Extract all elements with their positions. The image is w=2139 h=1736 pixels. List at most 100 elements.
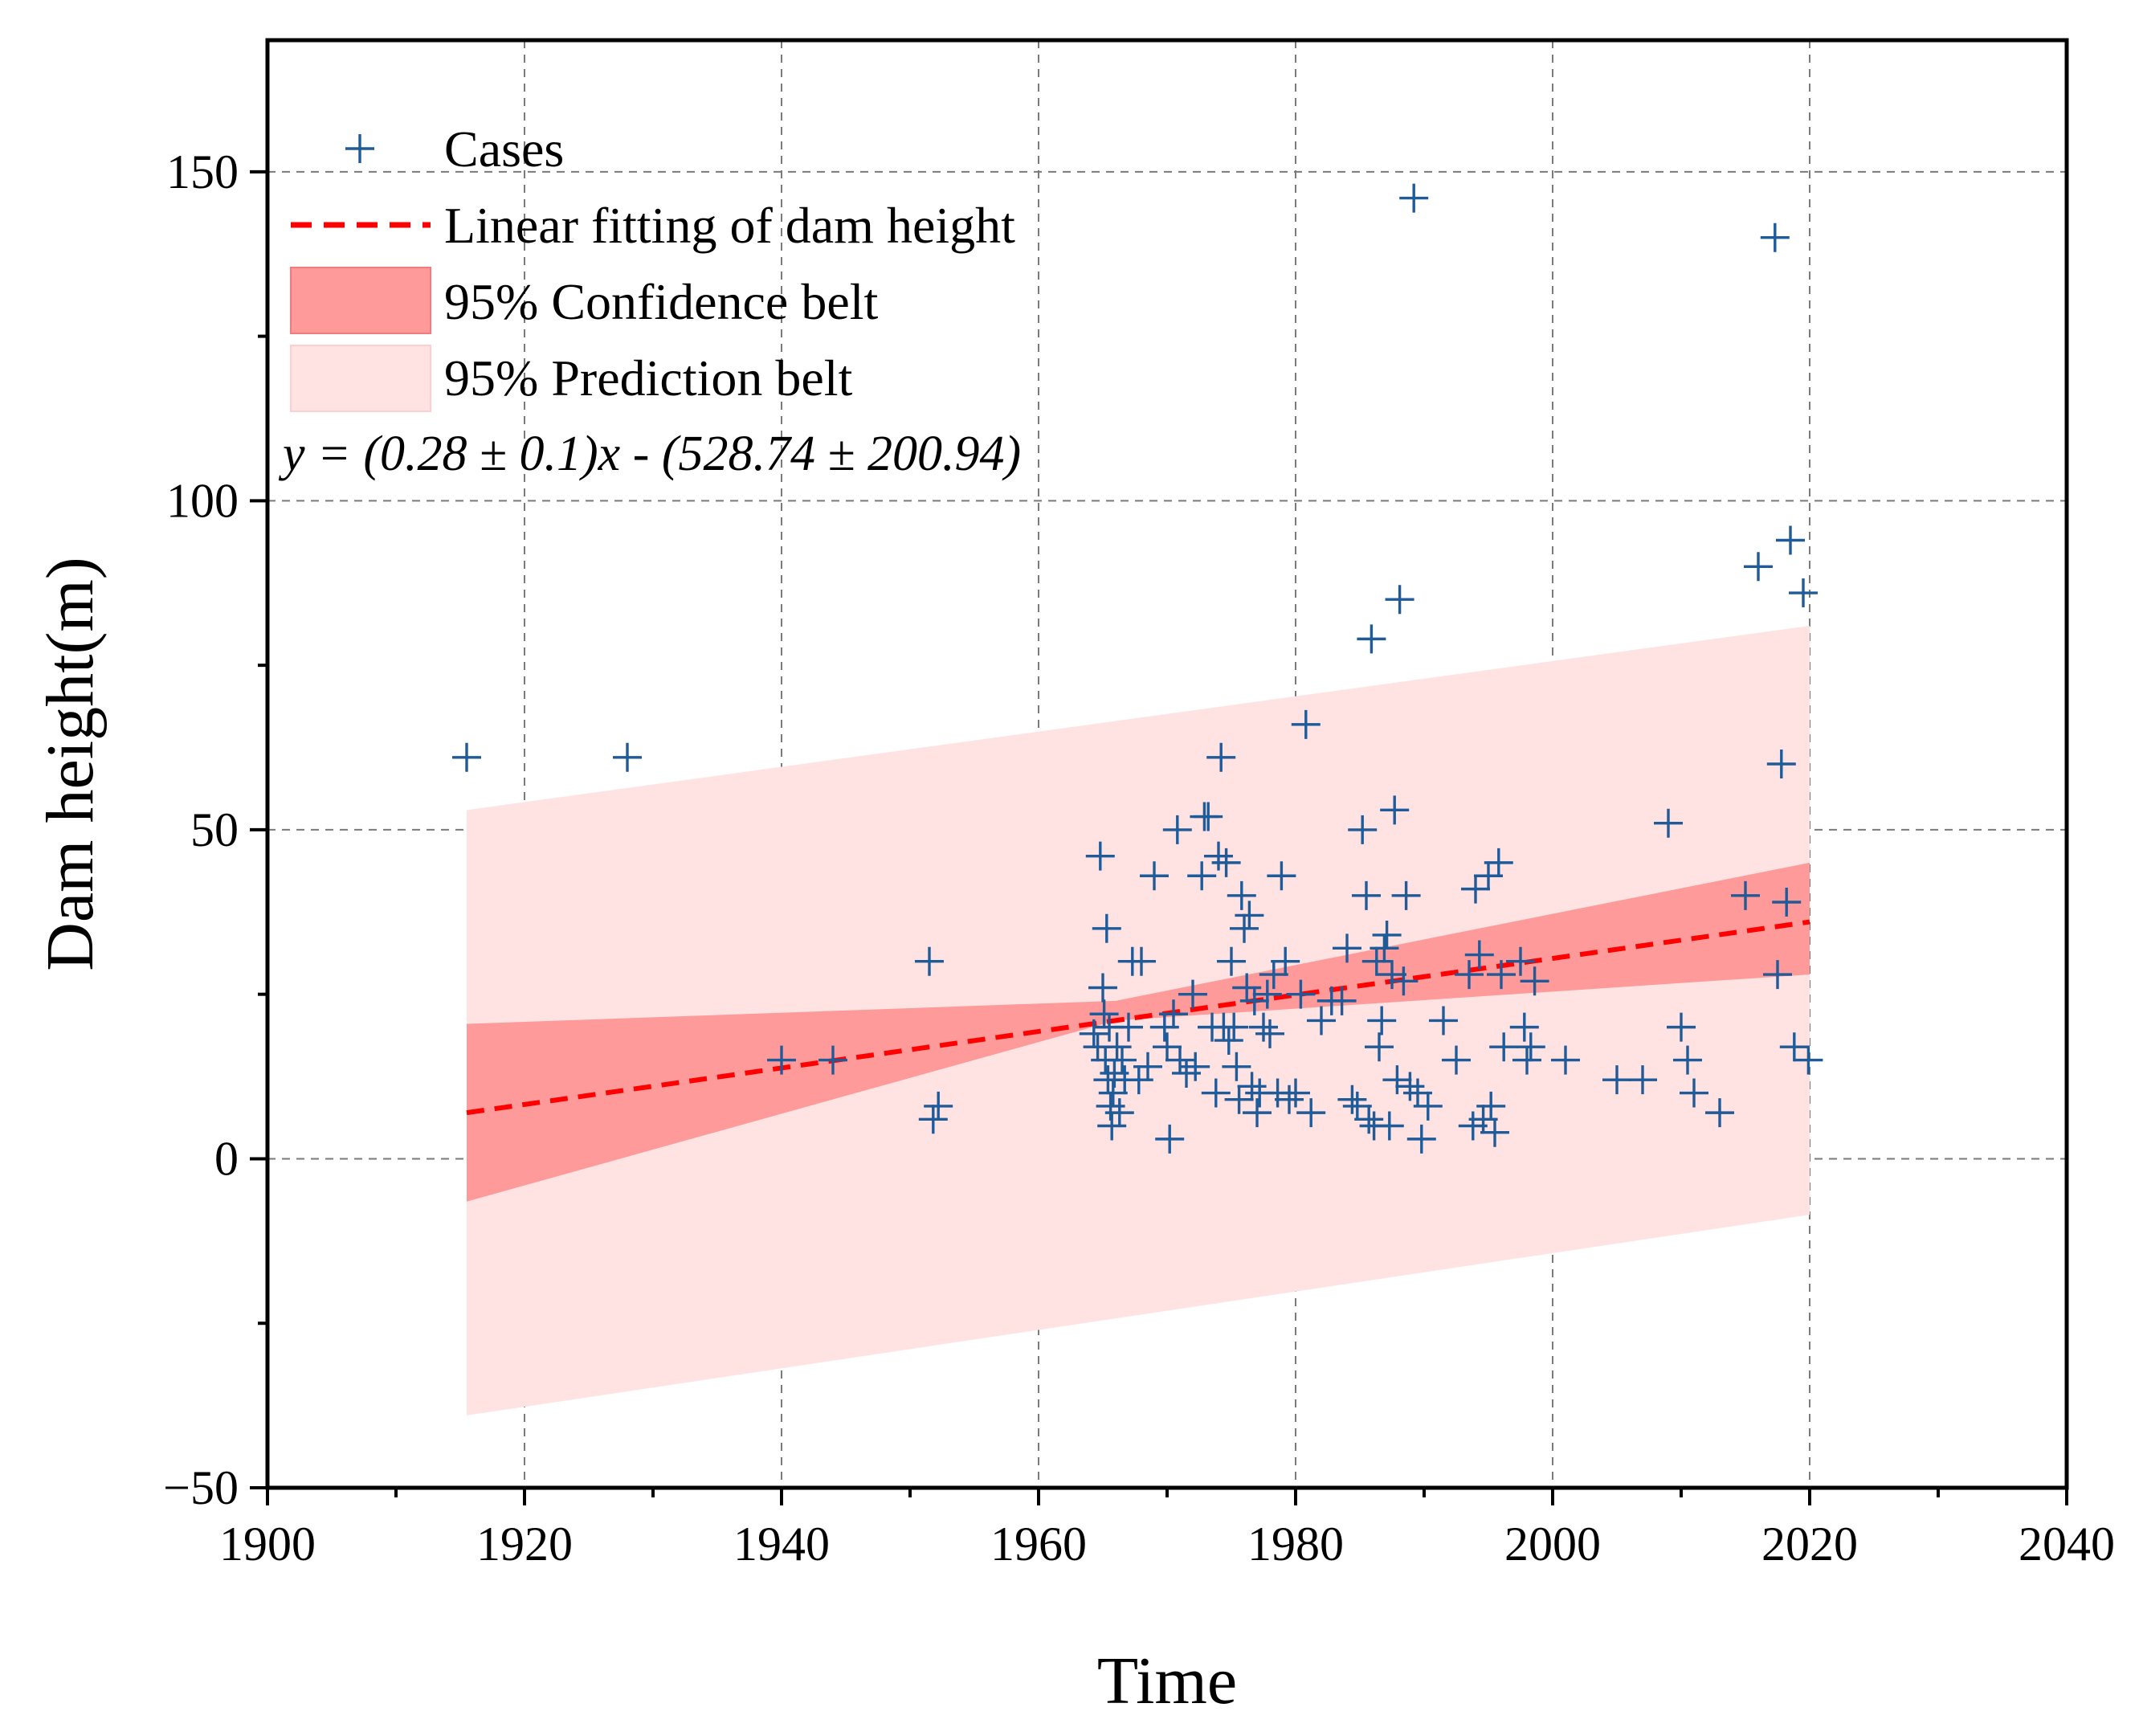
case-point (1461, 874, 1490, 904)
case-point (1731, 880, 1760, 910)
case-point (1217, 946, 1246, 976)
case-point (1391, 880, 1421, 910)
case-point (1464, 940, 1494, 970)
case-point (1480, 1117, 1509, 1147)
y-tick-label: −50 (163, 1461, 239, 1514)
case-point (1506, 946, 1535, 976)
case-point (1092, 913, 1121, 943)
case-point (1468, 1105, 1498, 1134)
case-point (1442, 1045, 1471, 1075)
case-point (1237, 1072, 1267, 1101)
case-point (1374, 1111, 1404, 1141)
case-point (1380, 795, 1410, 825)
case-point (452, 742, 481, 772)
case-point (1399, 183, 1429, 213)
case-point (1667, 1012, 1696, 1042)
case-point (1365, 1032, 1394, 1062)
legend-confidence-swatch (290, 267, 431, 334)
tick-labels: 1900 1920 1940 1960 1980 2000 2020 2040 −50 0 50 10… (163, 145, 2115, 1571)
case-point (1281, 1078, 1310, 1108)
case-point (918, 1105, 948, 1134)
case-point (1108, 1045, 1137, 1075)
case-point (1520, 966, 1549, 996)
case-point (1779, 1032, 1809, 1062)
case-point (1794, 1045, 1823, 1075)
case-point (1194, 802, 1223, 831)
fit-equation: y = (0.28 ± 0.1)x - (528.74 ± 200.94) (278, 427, 1021, 481)
case-point (1291, 709, 1321, 739)
case-point (1252, 979, 1282, 1009)
case-point (1378, 960, 1406, 990)
case-point (1296, 1098, 1326, 1128)
case-point (767, 1045, 796, 1075)
case-point (1079, 1019, 1108, 1048)
legend-fit-label: Linear fitting of dam height (444, 197, 1015, 254)
x-tick-label: 1900 (219, 1517, 316, 1571)
case-point (1159, 999, 1188, 1029)
case-point (1243, 1098, 1272, 1128)
case-point (1178, 979, 1207, 1009)
case-point (1628, 1065, 1657, 1095)
case-point (1275, 1084, 1304, 1114)
case-point (1602, 1065, 1631, 1095)
bands-layer (467, 625, 1810, 1415)
x-tick-label: 1960 (990, 1517, 1087, 1571)
case-point (1214, 1026, 1243, 1056)
y-axis-title: Dam height(m) (33, 557, 108, 971)
case-point (1088, 973, 1117, 1003)
case-point (1509, 1012, 1539, 1042)
confidence-belt-area (467, 862, 1810, 1202)
case-point (1776, 525, 1805, 555)
y-tick-label: 100 (166, 474, 239, 527)
case-point (1352, 880, 1381, 910)
y-tick-label: 0 (214, 1132, 239, 1185)
case-point (1201, 1078, 1231, 1108)
case-point (1705, 1098, 1734, 1128)
case-point (1211, 848, 1241, 877)
case-point (1484, 848, 1513, 877)
case-point (1361, 946, 1391, 976)
case-point (1476, 1091, 1506, 1121)
case-point (1789, 578, 1818, 608)
legend: Cases Linear fitting of dam height 95% C… (290, 120, 1015, 412)
case-point (1104, 1098, 1134, 1128)
x-tick-label: 1980 (1247, 1517, 1344, 1571)
case-point (1744, 552, 1773, 582)
case-point (1089, 999, 1119, 1029)
case-point (1370, 933, 1399, 963)
x-axis-title: Time (1097, 1644, 1237, 1718)
case-point (1333, 933, 1361, 963)
case-point (1239, 986, 1269, 1015)
legend-prediction-label: 95% Prediction belt (444, 349, 853, 406)
case-point (1673, 1045, 1702, 1075)
x-tick-label: 2000 (1504, 1517, 1601, 1571)
case-point (1219, 1012, 1249, 1042)
case-point (1102, 1032, 1132, 1062)
case-point (1181, 1052, 1210, 1081)
prediction-belt-area (467, 625, 1810, 1415)
case-point (1367, 1006, 1397, 1035)
case-point (1429, 1006, 1458, 1035)
case-point (1249, 1012, 1278, 1042)
case-point (1766, 750, 1796, 778)
case-point (1259, 960, 1288, 990)
case-point (1255, 1019, 1284, 1048)
case-point (1155, 1124, 1185, 1154)
case-point (1162, 815, 1192, 844)
case-point (1307, 1006, 1336, 1035)
case-point (613, 742, 642, 772)
case-point (1097, 1111, 1127, 1141)
case-point (915, 946, 944, 976)
x-tick-label: 2040 (2019, 1517, 2115, 1571)
case-point (1271, 946, 1300, 976)
case-point (1227, 880, 1256, 910)
case-point (1357, 624, 1386, 654)
case-point (1133, 1052, 1162, 1081)
case-point (1395, 1072, 1425, 1101)
case-point (1489, 1032, 1519, 1062)
case-point (1165, 1045, 1194, 1075)
legend-cases-marker (345, 134, 374, 163)
case-point (1235, 901, 1264, 930)
legend-prediction-swatch (290, 345, 431, 412)
